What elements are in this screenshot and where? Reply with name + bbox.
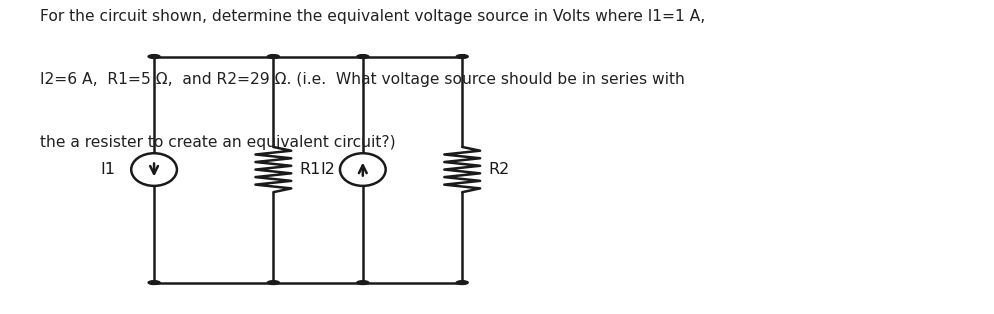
Circle shape xyxy=(456,55,468,58)
Text: I2: I2 xyxy=(320,162,335,177)
Circle shape xyxy=(357,55,369,58)
Text: R2: R2 xyxy=(488,162,509,177)
Text: I1: I1 xyxy=(100,162,115,177)
Ellipse shape xyxy=(131,153,177,186)
Circle shape xyxy=(357,281,369,284)
Text: For the circuit shown, determine the equivalent voltage source in Volts where I1: For the circuit shown, determine the equ… xyxy=(40,9,705,24)
Circle shape xyxy=(267,281,279,284)
Text: R1: R1 xyxy=(299,162,321,177)
Circle shape xyxy=(148,281,160,284)
Text: I2=6 A,  R1=5 Ω,  and R2=29 Ω. (i.e.  What voltage source should be in series wi: I2=6 A, R1=5 Ω, and R2=29 Ω. (i.e. What … xyxy=(40,72,685,87)
Ellipse shape xyxy=(340,153,386,186)
Circle shape xyxy=(148,55,160,58)
Circle shape xyxy=(456,281,468,284)
Text: the a resister to create an equivalent circuit?): the a resister to create an equivalent c… xyxy=(40,135,396,150)
Circle shape xyxy=(267,55,279,58)
